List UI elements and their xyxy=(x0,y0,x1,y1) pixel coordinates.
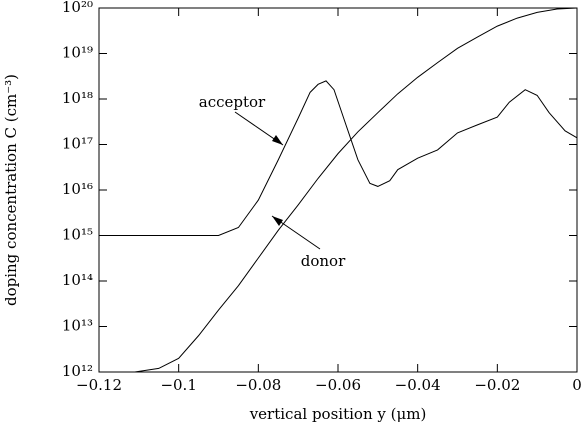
plot-frame xyxy=(98,7,578,373)
arrow-head xyxy=(272,216,283,226)
y-tick-label: 10¹⁶ xyxy=(62,180,93,198)
y-tick-label: 10¹⁹ xyxy=(62,44,93,62)
annotation: donor xyxy=(301,252,346,270)
x-tick-label: −0.04 xyxy=(395,376,441,394)
y-tick-label: 10¹⁵ xyxy=(62,226,93,244)
y-tick-label: 10¹⁷ xyxy=(62,135,93,153)
y-tick-label: 10¹⁴ xyxy=(62,271,93,289)
x-tick-label: −0.08 xyxy=(235,376,281,394)
x-tick-label: −0.06 xyxy=(315,376,361,394)
x-axis-label: vertical position y (μm) xyxy=(249,405,427,423)
arrow-head xyxy=(272,135,283,145)
y-tick-label: 10¹³ xyxy=(62,317,93,335)
y-axis-label: doping concentration C (cm⁻³) xyxy=(2,74,20,306)
y-tick-label: 10¹² xyxy=(62,362,93,380)
y-tick-label: 10¹⁸ xyxy=(62,89,93,107)
x-tick-label: −0.1 xyxy=(160,376,196,394)
line-series xyxy=(99,80,578,236)
x-tick-label: 0 xyxy=(572,376,582,394)
annotation: acceptor xyxy=(199,93,266,111)
x-tick-label: −0.02 xyxy=(474,376,520,394)
line-series xyxy=(134,7,578,373)
x-tick-label: −0.12 xyxy=(76,376,122,394)
y-tick-label: 10²⁰ xyxy=(62,0,93,16)
